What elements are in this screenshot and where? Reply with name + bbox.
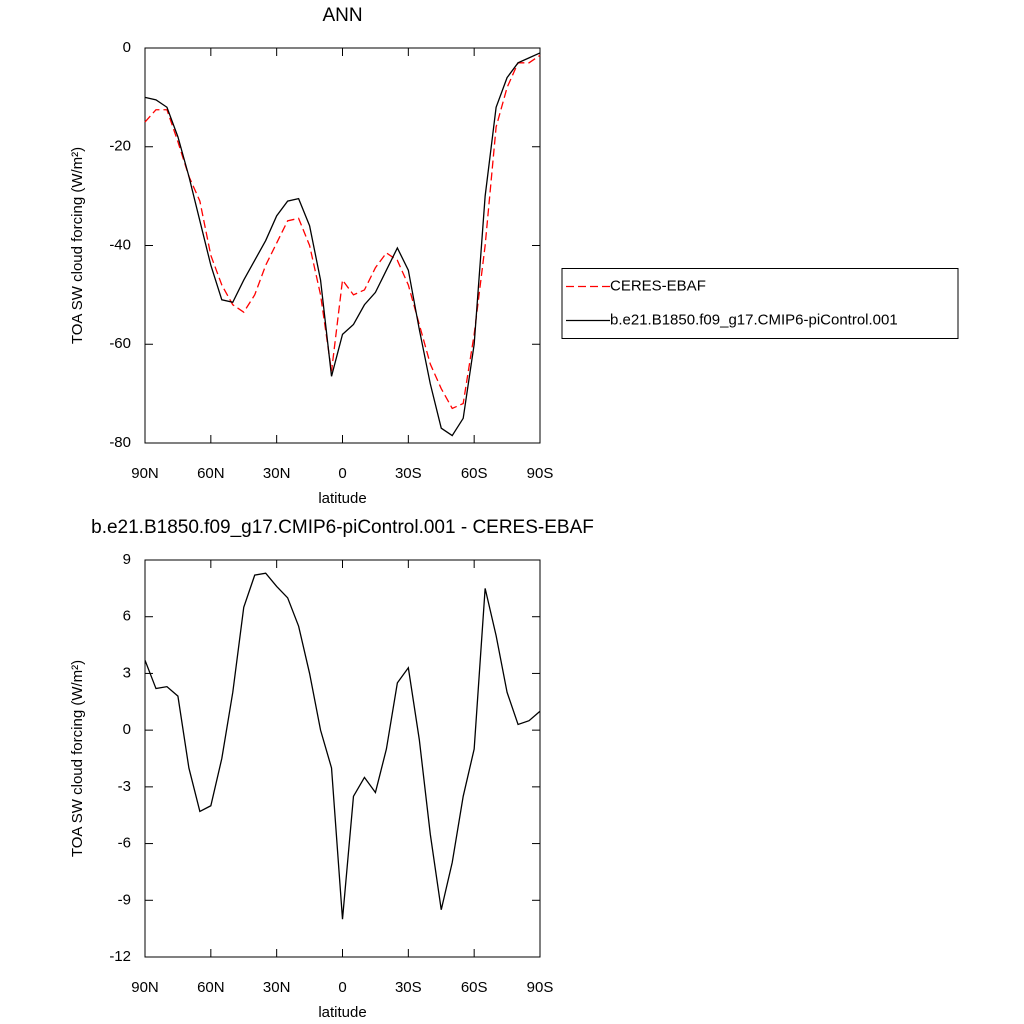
legend-label: b.e21.B1850.f09_g17.CMIP6-piControl.001 bbox=[610, 311, 898, 328]
x-tick-label: 60N bbox=[197, 465, 225, 482]
y-tick-label: -60 bbox=[109, 335, 131, 352]
x-tick-label: 90N bbox=[131, 979, 159, 996]
plot-frame bbox=[144, 559, 541, 958]
plot-frame bbox=[144, 47, 541, 444]
y-tick-label: -6 bbox=[118, 835, 131, 852]
x-axis-label: latitude bbox=[318, 490, 366, 507]
y-tick-label: 9 bbox=[123, 551, 131, 568]
chart-title: ANN bbox=[322, 5, 362, 26]
x-tick-label: 30S bbox=[395, 465, 422, 482]
y-tick-label: -12 bbox=[109, 948, 131, 965]
x-tick-label: 90N bbox=[131, 465, 159, 482]
y-tick-label: 0 bbox=[123, 39, 131, 56]
legend-box bbox=[561, 268, 959, 339]
y-tick-label: 0 bbox=[123, 721, 131, 738]
legend-label: CERES-EBAF bbox=[610, 277, 706, 294]
x-tick-label: 60S bbox=[461, 465, 488, 482]
y-tick-label: 6 bbox=[123, 608, 131, 625]
data-line bbox=[144, 572, 541, 920]
x-tick-label: 90S bbox=[527, 465, 554, 482]
x-tick-label: 60N bbox=[197, 979, 225, 996]
x-tick-label: 90S bbox=[527, 979, 554, 996]
y-tick-label: -40 bbox=[109, 236, 131, 253]
x-tick-label: 30N bbox=[263, 465, 291, 482]
x-tick-label: 30N bbox=[263, 979, 291, 996]
data-line bbox=[144, 52, 541, 437]
chart-title: b.e21.B1850.f09_g17.CMIP6-piControl.001 … bbox=[91, 517, 594, 538]
x-tick-label: 30S bbox=[395, 979, 422, 996]
x-tick-label: 60S bbox=[461, 979, 488, 996]
y-axis-label: TOA SW cloud forcing (W/m²) bbox=[69, 660, 86, 857]
data-line bbox=[144, 54, 541, 410]
y-tick-label: -3 bbox=[118, 778, 131, 795]
x-axis-label: latitude bbox=[318, 1004, 366, 1021]
y-tick-label: -80 bbox=[109, 434, 131, 451]
y-axis-label: TOA SW cloud forcing (W/m²) bbox=[69, 147, 86, 344]
x-tick-label: 0 bbox=[338, 465, 346, 482]
y-tick-label: -20 bbox=[109, 138, 131, 155]
x-tick-label: 0 bbox=[338, 979, 346, 996]
y-tick-label: 3 bbox=[123, 664, 131, 681]
y-tick-label: -9 bbox=[118, 891, 131, 908]
